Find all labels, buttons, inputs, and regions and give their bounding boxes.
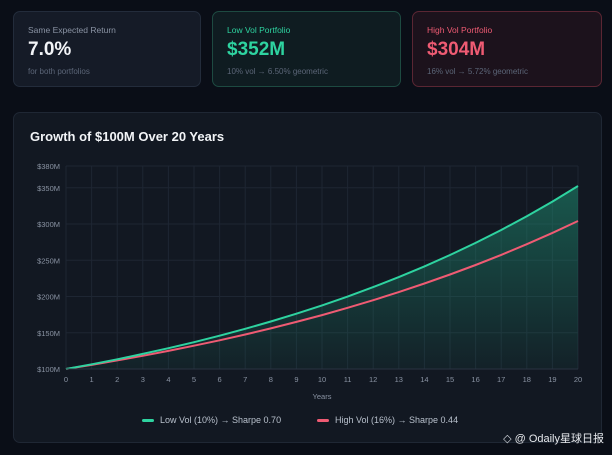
x-tick-label: 7 [243, 375, 247, 384]
chart-title: Growth of $100M Over 20 Years [30, 129, 225, 144]
y-tick-label: $350M [37, 184, 60, 193]
low-vol-card: Low Vol Portfolio $352M 10% vol → 6.50% … [212, 11, 401, 87]
y-tick-label: $300M [37, 220, 60, 229]
x-tick-label: 2 [115, 375, 119, 384]
card-label: High Vol Portfolio [427, 25, 493, 35]
x-tick-label: 9 [294, 375, 298, 384]
y-tick-label: $250M [37, 256, 60, 265]
legend-swatch-high [317, 418, 329, 422]
chart-panel: $100M $150M $200M $250M $300M $350M $380M 0 1 2 3 4… [13, 112, 602, 443]
x-tick-label: 20 [574, 375, 582, 384]
series-line-high-vol [65, 220, 579, 370]
x-tick-label: 10 [318, 375, 326, 384]
card-value: 7.0% [28, 39, 72, 60]
series-line-low-vol [65, 185, 579, 370]
y-tick-label: $100M [37, 365, 60, 374]
legend-label: Low Vol (10%) → Sharpe 0.70 [160, 415, 282, 425]
same-return-card: Same Expected Return 7.0% for both portf… [13, 11, 201, 87]
x-tick-label: 11 [344, 375, 352, 384]
x-tick-label: 4 [166, 375, 170, 384]
card-label: Low Vol Portfolio [227, 25, 291, 35]
x-tick-label: 5 [192, 375, 196, 384]
x-tick-label: 12 [369, 375, 377, 384]
x-tick-label: 0 [64, 375, 68, 384]
card-subtext: 16% vol → 5.72% geometric [427, 67, 528, 76]
x-tick-label: 3 [141, 375, 145, 384]
legend-swatch-low [142, 418, 154, 422]
x-tick-label: 6 [218, 375, 222, 384]
x-tick-label: 16 [471, 375, 479, 384]
x-tick-label: 14 [420, 375, 428, 384]
card-subtext: for both portfolios [28, 67, 90, 76]
x-tick-label: 15 [446, 375, 454, 384]
watermark: ◇ @ Odaily星球日报 [503, 430, 604, 446]
legend-label: High Vol (16%) → Sharpe 0.44 [335, 415, 459, 425]
card-value: $304M [427, 39, 486, 60]
watermark-text: @ Odaily星球日报 [514, 433, 604, 445]
x-tick-label: 19 [548, 375, 556, 384]
high-vol-card: High Vol Portfolio $304M 16% vol → 5.72%… [412, 11, 602, 87]
legend-item-high-vol[interactable]: High Vol (16%) → Sharpe 0.44 [317, 415, 458, 425]
x-tick-label: 1 [90, 375, 94, 384]
x-tick-label: 13 [395, 375, 403, 384]
area-fill-low-vol [66, 186, 578, 369]
x-axis-label: Years [313, 392, 332, 401]
y-tick-label: $150M [37, 329, 60, 338]
card-value: $352M [227, 39, 286, 60]
x-tick-label: 18 [523, 375, 531, 384]
legend-item-low-vol[interactable]: Low Vol (10%) → Sharpe 0.70 [142, 415, 281, 425]
x-tick-label: 17 [497, 375, 505, 384]
card-subtext: 10% vol → 6.50% geometric [227, 67, 328, 76]
odaily-logo-icon: ◇ [503, 432, 512, 445]
y-tick-label: $200M [37, 293, 60, 302]
card-label: Same Expected Return [28, 25, 116, 35]
y-tick-label: $380M [37, 162, 60, 171]
x-tick-label: 8 [269, 375, 273, 384]
